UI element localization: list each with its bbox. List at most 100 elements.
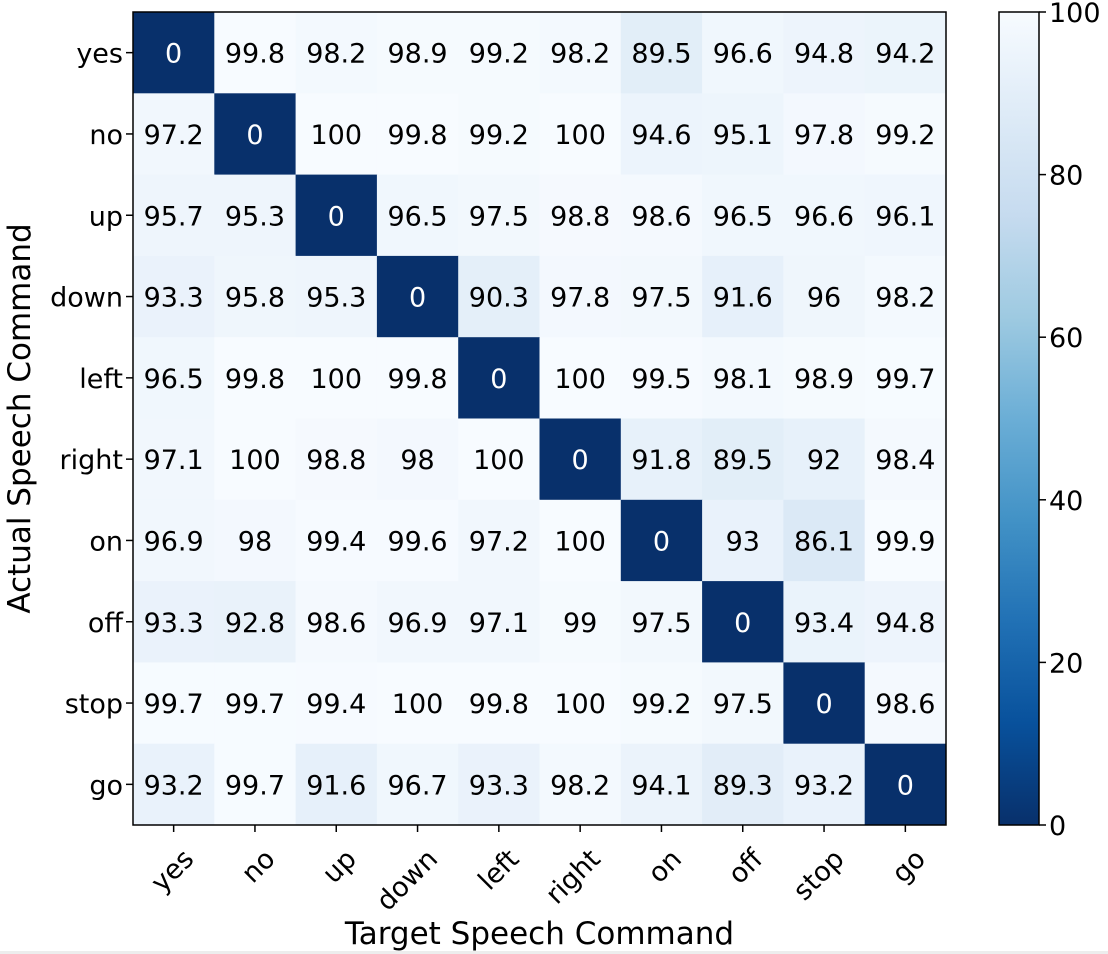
cell-value-label: 99 bbox=[563, 608, 597, 639]
colorbar-ticks: 0 20 40 60 80 100 bbox=[1039, 0, 1101, 842]
heatmap-cell bbox=[783, 93, 866, 176]
heatmap-cell bbox=[539, 174, 622, 257]
cell-value-label: 96.7 bbox=[387, 770, 447, 801]
heatmap-cell bbox=[376, 337, 459, 419]
heatmap-cell bbox=[783, 662, 866, 745]
cell-value-label: 98.2 bbox=[875, 283, 935, 314]
heatmap-cell bbox=[295, 581, 378, 663]
cell-value-label: 96.5 bbox=[713, 201, 773, 232]
heatmap-cell bbox=[539, 337, 622, 419]
heatmap-cell bbox=[295, 93, 378, 176]
cell-value-label: 98.6 bbox=[306, 608, 366, 639]
y-tick-label: up bbox=[89, 201, 123, 232]
cell-value-label: 96.6 bbox=[794, 201, 854, 232]
heatmap-cell bbox=[458, 581, 540, 663]
heatmap-cell bbox=[864, 743, 947, 826]
cell-value-label: 99.8 bbox=[225, 364, 285, 395]
x-tick-label: stop bbox=[787, 844, 850, 907]
cell-value-label: 98.6 bbox=[875, 689, 935, 720]
heatmap-cell bbox=[539, 581, 622, 663]
heatmap-cell bbox=[295, 418, 378, 501]
cell-value-label: 0 bbox=[815, 689, 832, 720]
cell-value-label: 96.9 bbox=[144, 526, 204, 557]
y-axis-label: Actual Speech Command bbox=[2, 223, 38, 613]
heatmap-cell bbox=[620, 12, 703, 94]
heatmap-cell-labels: 0 99.8 98.2 98.9 99.2 98.2 89.5 96.6 94.8 94.2 97.… bbox=[144, 39, 936, 802]
cell-value-label: 98.2 bbox=[306, 39, 366, 70]
heatmap-cell bbox=[458, 499, 540, 582]
cell-value-label: 98.8 bbox=[550, 201, 610, 232]
y-tick-label: go bbox=[89, 770, 123, 801]
cell-value-label: 100 bbox=[554, 689, 606, 720]
cell-value-label: 96.1 bbox=[875, 201, 935, 232]
cell-value-label: 93.2 bbox=[144, 770, 204, 801]
heatmap-cell bbox=[783, 581, 866, 663]
cell-value-label: 99.2 bbox=[631, 689, 691, 720]
x-tick-label: right bbox=[540, 844, 607, 911]
cell-value-label: 89.5 bbox=[631, 39, 691, 70]
cell-value-label: 0 bbox=[897, 770, 914, 801]
y-tick-label: off bbox=[88, 608, 125, 639]
cell-value-label: 91.6 bbox=[713, 283, 773, 314]
cell-value-label: 100 bbox=[310, 364, 362, 395]
cell-value-label: 99.6 bbox=[387, 526, 447, 557]
cell-value-label: 97.5 bbox=[469, 201, 529, 232]
cell-value-label: 99.8 bbox=[387, 120, 447, 151]
heatmap-cell bbox=[376, 93, 459, 176]
cell-value-label: 86.1 bbox=[794, 526, 854, 557]
cell-value-label: 96.9 bbox=[387, 608, 447, 639]
cell-value-label: 99.2 bbox=[875, 120, 935, 151]
cell-value-label: 93 bbox=[726, 526, 760, 557]
heatmap-cell bbox=[133, 255, 215, 338]
heatmap-cell bbox=[214, 93, 297, 176]
y-tick-label: yes bbox=[76, 39, 123, 70]
cell-value-label: 98.2 bbox=[550, 39, 610, 70]
heatmap-cell bbox=[458, 93, 540, 176]
y-tick-label: left bbox=[79, 364, 123, 395]
cell-value-label: 98 bbox=[400, 445, 434, 476]
heatmap-cell bbox=[376, 743, 459, 826]
heatmap-cell bbox=[620, 174, 703, 257]
heatmap-cell bbox=[458, 743, 540, 826]
heatmap-cell bbox=[864, 12, 947, 94]
cell-value-label: 98.9 bbox=[387, 39, 447, 70]
cell-value-label: 93.4 bbox=[794, 608, 854, 639]
cell-value-label: 99.9 bbox=[875, 526, 935, 557]
heatmap-cell bbox=[295, 662, 378, 745]
heatmap-cell bbox=[214, 581, 297, 663]
x-tick-label: left bbox=[473, 844, 526, 897]
cell-value-label: 97.1 bbox=[144, 445, 204, 476]
cell-value-label: 97.2 bbox=[144, 120, 204, 151]
cell-value-label: 97.8 bbox=[794, 120, 854, 151]
heatmap-cell bbox=[702, 337, 784, 419]
heatmap-cell bbox=[133, 418, 215, 501]
heatmap-cell bbox=[783, 12, 866, 94]
heatmap-cell bbox=[620, 337, 703, 419]
heatmap-cell bbox=[214, 337, 297, 419]
plot-frame bbox=[132, 11, 947, 826]
cell-value-label: 0 bbox=[734, 608, 751, 639]
heatmap-cell bbox=[864, 499, 947, 582]
heatmap-cell bbox=[783, 255, 866, 338]
heatmap-cell bbox=[539, 93, 622, 176]
heatmap-cell bbox=[214, 12, 297, 94]
cell-value-label: 99.7 bbox=[225, 770, 285, 801]
cell-value-label: 98.4 bbox=[875, 445, 935, 476]
cell-value-label: 100 bbox=[473, 445, 525, 476]
heatmap-cell bbox=[620, 662, 703, 745]
heatmap-cell bbox=[133, 499, 215, 582]
heatmap-cell bbox=[458, 174, 540, 257]
heatmap-cell bbox=[864, 337, 947, 419]
heatmap-cell bbox=[214, 255, 297, 338]
cell-value-label: 95.7 bbox=[144, 201, 204, 232]
heatmap-cell bbox=[133, 662, 215, 745]
x-tick-label: on bbox=[642, 844, 688, 890]
heatmap-cell bbox=[133, 337, 215, 419]
cell-value-label: 94.1 bbox=[631, 770, 691, 801]
heatmap-cell bbox=[376, 581, 459, 663]
cell-value-label: 97.5 bbox=[631, 608, 691, 639]
heatmap-cell bbox=[864, 418, 947, 501]
colorbar: 0 20 40 60 80 100 bbox=[998, 0, 1101, 842]
cell-value-label: 91.8 bbox=[631, 445, 691, 476]
cell-value-label: 0 bbox=[246, 120, 263, 151]
